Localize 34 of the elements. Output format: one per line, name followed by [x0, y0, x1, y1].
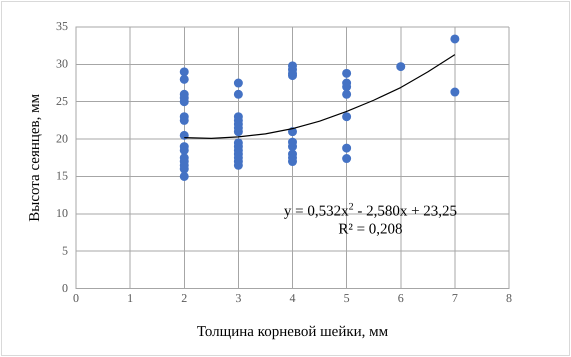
x-tick-label: 6: [398, 290, 404, 305]
x-tick-label: 5: [344, 290, 350, 305]
point: [342, 112, 352, 122]
x-tick-label: 2: [181, 290, 188, 305]
point: [180, 74, 189, 84]
point: [342, 144, 352, 153]
y-tick-label: 15: [56, 168, 68, 183]
y-tick-label: 10: [56, 206, 68, 220]
point: [396, 62, 406, 72]
point: [450, 88, 460, 97]
annotation: R² = 0,208: [338, 221, 403, 238]
x-tick-label: 4: [290, 290, 296, 305]
y-axis-title: Высота сеянцев, мм: [26, 93, 43, 222]
x-tick-label: 1: [127, 290, 134, 305]
point: [180, 67, 189, 76]
point: [180, 130, 189, 140]
y-tick-label: 30: [56, 56, 68, 71]
point: [342, 154, 352, 164]
x-tick-label: 3: [235, 290, 242, 305]
y-tick-label: 0: [62, 280, 68, 295]
point: [234, 90, 243, 99]
y-tick-label: 25: [56, 94, 68, 108]
x-tick-label: 0: [73, 290, 79, 305]
point: [450, 34, 460, 44]
point: [342, 68, 352, 78]
point: [342, 90, 352, 99]
point: [234, 78, 243, 88]
x-axis-title: Толщина корневой шейки, мм: [196, 324, 389, 340]
point: [180, 172, 189, 181]
y-tick-label: 35: [56, 19, 68, 34]
x-tick-label: 8: [506, 290, 512, 305]
y-tick-label: 20: [56, 131, 68, 146]
y-tick-label: 5: [62, 243, 68, 258]
x-tick-label: 7: [452, 290, 458, 305]
